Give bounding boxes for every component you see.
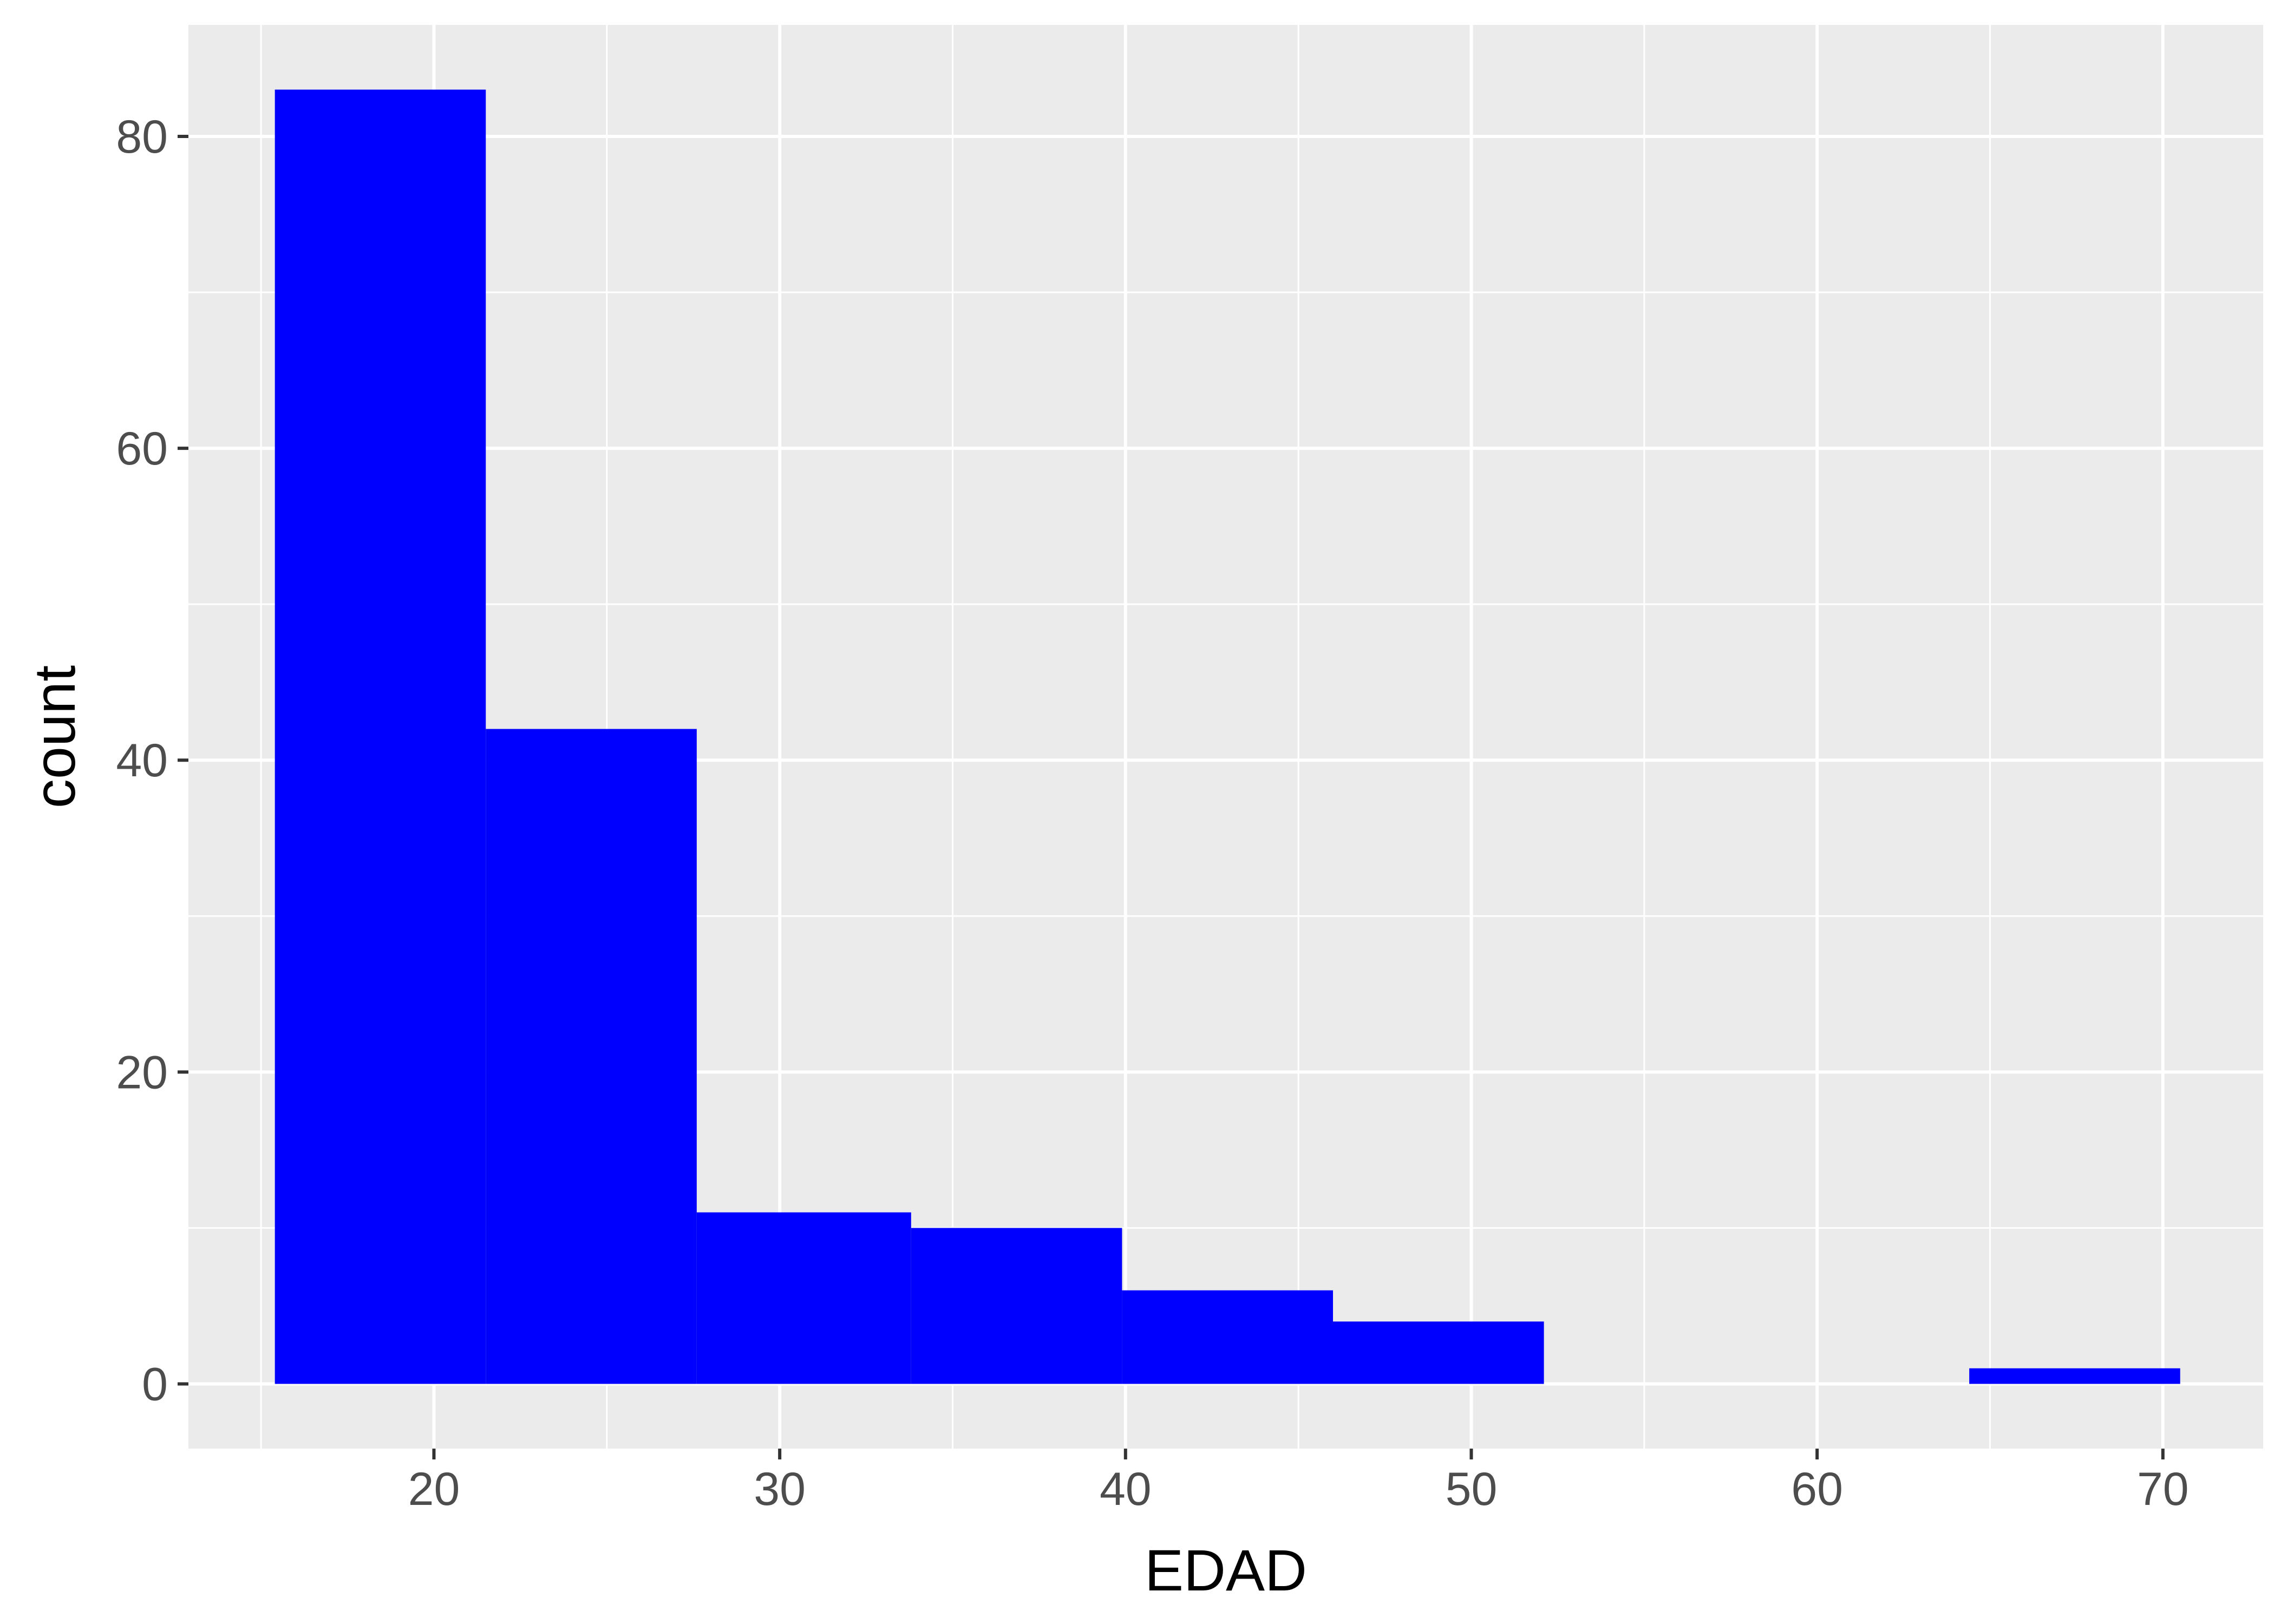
x-tick-label: 30 — [754, 1463, 806, 1515]
x-axis: 20 30 40 50 60 70 — [408, 1449, 2189, 1515]
histogram-bar — [486, 729, 697, 1384]
x-tick-label: 60 — [1791, 1463, 1843, 1515]
y-tick-label: 20 — [116, 1046, 168, 1098]
histogram-bar — [1122, 1290, 1333, 1384]
x-tick-label: 50 — [1446, 1463, 1498, 1515]
histogram-bar — [1969, 1368, 2180, 1384]
y-axis: 0 20 40 60 80 — [116, 111, 188, 1410]
y-tick-label: 80 — [116, 111, 168, 163]
x-tick-label: 20 — [408, 1463, 460, 1515]
histogram-bar — [696, 1212, 911, 1384]
histogram-bars — [275, 89, 2180, 1384]
y-tick-label: 0 — [142, 1358, 168, 1410]
y-tick-label: 40 — [116, 735, 168, 787]
x-axis-title: EDAD — [1145, 1537, 1307, 1603]
histogram-bar — [1332, 1321, 1544, 1384]
y-axis-title: count — [22, 665, 87, 808]
histogram-bar — [275, 89, 486, 1384]
y-tick-label: 60 — [116, 423, 168, 475]
x-tick-label: 40 — [1100, 1463, 1152, 1515]
x-tick-label: 70 — [2137, 1463, 2189, 1515]
histogram-bar — [911, 1228, 1122, 1384]
